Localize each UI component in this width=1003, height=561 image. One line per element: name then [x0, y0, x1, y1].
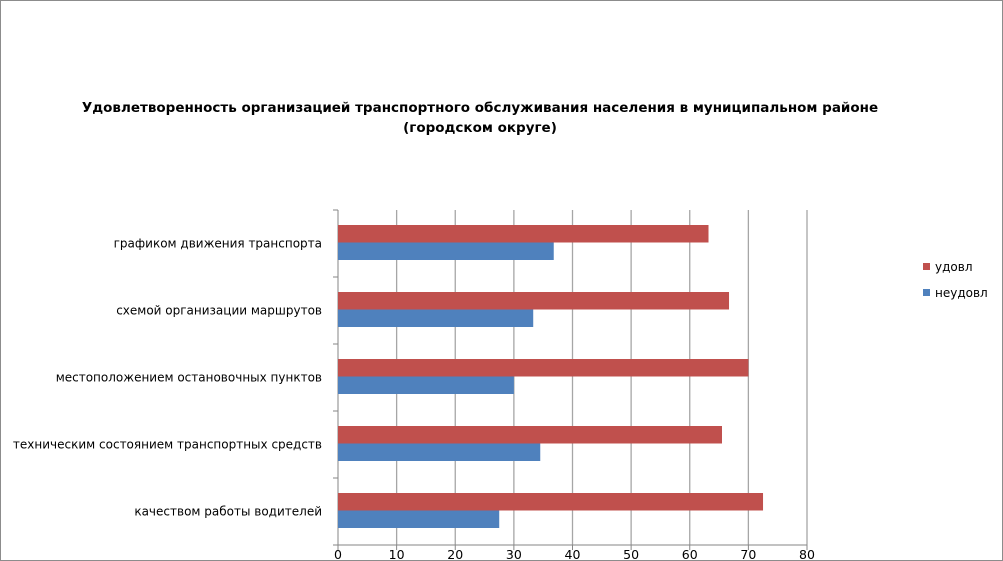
category-label: техническим состоянием транспортных сред…	[13, 438, 322, 452]
x-tick-label: 10	[389, 547, 405, 561]
category-label: качеством работы водителей	[134, 505, 322, 519]
x-tick-label: 70	[740, 547, 756, 561]
legend-swatch	[923, 289, 930, 296]
legend-swatch	[923, 263, 930, 270]
bar-satisfied	[338, 225, 709, 243]
chart-title: Удовлетворенность организацией транспорт…	[60, 98, 900, 138]
legend-label: неудовл	[935, 286, 988, 300]
bar-satisfied	[338, 292, 730, 310]
bar-unsatisfied	[338, 443, 541, 461]
legend-label: удовл	[935, 260, 972, 274]
x-tick-label: 30	[506, 547, 522, 561]
bar-satisfied	[338, 426, 722, 444]
x-tick-label: 0	[334, 547, 342, 561]
category-label: графиком движения транспорта	[114, 237, 322, 251]
bar-satisfied	[338, 493, 764, 511]
bar-unsatisfied	[338, 242, 554, 260]
x-tick-label: 50	[623, 547, 639, 561]
category-label: местоположением остановочных пунктов	[56, 371, 322, 385]
x-tick-label: 40	[565, 547, 581, 561]
x-tick-label: 20	[447, 547, 463, 561]
bar-satisfied	[338, 359, 749, 377]
bar-unsatisfied	[338, 376, 514, 394]
title-line-1: Удовлетворенность организацией транспорт…	[81, 100, 879, 116]
x-tick-label: 60	[682, 547, 698, 561]
category-label: схемой организации маршрутов	[116, 304, 322, 318]
x-tick-label: 80	[799, 547, 815, 561]
title-line-2: (городском округе)	[403, 120, 557, 136]
bar-unsatisfied	[338, 309, 534, 327]
bar-unsatisfied	[338, 510, 500, 528]
